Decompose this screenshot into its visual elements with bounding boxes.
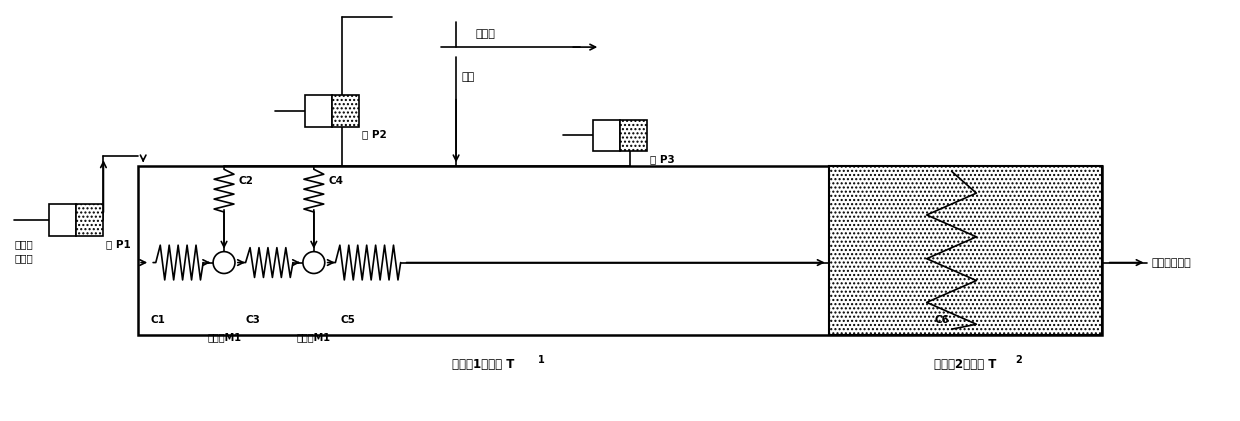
Text: 1: 1 <box>538 355 544 365</box>
Text: C3: C3 <box>246 315 260 325</box>
Circle shape <box>303 252 325 274</box>
Circle shape <box>213 252 234 274</box>
Bar <box>76 204 103 236</box>
Text: 烯醇硅: 烯醇硅 <box>14 239 32 249</box>
Text: C4: C4 <box>329 176 343 186</box>
Text: 低温段1，温度 T: 低温段1，温度 T <box>453 358 515 371</box>
Text: C5: C5 <box>340 315 355 325</box>
Bar <box>620 120 647 152</box>
Text: 反应产物溶液: 反应产物溶液 <box>1152 258 1192 268</box>
Bar <box>593 120 620 152</box>
Bar <box>305 95 332 127</box>
Text: 醚溶液: 醚溶液 <box>14 253 32 263</box>
Bar <box>138 166 1102 335</box>
Text: C2: C2 <box>239 176 254 186</box>
Text: 低温段2，温度 T: 低温段2，温度 T <box>934 358 997 371</box>
Bar <box>48 204 76 236</box>
Bar <box>828 166 1102 335</box>
Text: 乙醛: 乙醛 <box>461 72 475 82</box>
Text: 泵 P3: 泵 P3 <box>650 155 675 164</box>
Text: 催化剂: 催化剂 <box>476 29 496 39</box>
Text: 泵 P2: 泵 P2 <box>362 130 387 139</box>
Text: 混合器M1: 混合器M1 <box>207 332 241 342</box>
Text: C1: C1 <box>150 315 165 325</box>
Text: C6: C6 <box>934 315 949 325</box>
Bar <box>332 95 360 127</box>
Text: 2: 2 <box>1014 355 1022 365</box>
Text: 混合器M1: 混合器M1 <box>296 332 331 342</box>
Text: 泵 P1: 泵 P1 <box>107 239 131 249</box>
